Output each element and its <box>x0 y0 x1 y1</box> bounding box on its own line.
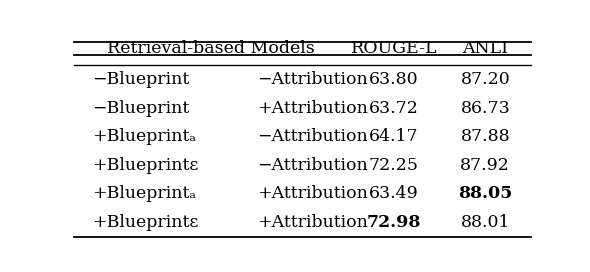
Text: 87.88: 87.88 <box>460 128 510 145</box>
Text: ROUGE-L: ROUGE-L <box>350 40 437 57</box>
Text: +Attribution: +Attribution <box>257 214 368 231</box>
Text: −Attribution: −Attribution <box>257 157 368 174</box>
Text: +Attribution: +Attribution <box>257 100 368 116</box>
Text: 88.05: 88.05 <box>458 186 513 202</box>
Text: 63.49: 63.49 <box>369 186 419 202</box>
Text: 87.92: 87.92 <box>460 157 510 174</box>
Text: ANLI: ANLI <box>462 40 509 57</box>
Text: 64.17: 64.17 <box>369 128 419 145</box>
Text: −Attribution: −Attribution <box>257 71 368 88</box>
Text: +Blueprintε: +Blueprintε <box>92 157 198 174</box>
Text: 87.20: 87.20 <box>460 71 510 88</box>
Text: 88.01: 88.01 <box>461 214 510 231</box>
Text: −Blueprint: −Blueprint <box>92 71 189 88</box>
Text: 72.98: 72.98 <box>366 214 421 231</box>
Text: +Attribution: +Attribution <box>257 186 368 202</box>
Text: 86.73: 86.73 <box>460 100 510 116</box>
Text: +Blueprintₐ: +Blueprintₐ <box>92 186 196 202</box>
Text: Retrieval-based Models: Retrieval-based Models <box>107 40 315 57</box>
Text: +Blueprintₐ: +Blueprintₐ <box>92 128 196 145</box>
Text: −Attribution: −Attribution <box>257 128 368 145</box>
Text: +Blueprintε: +Blueprintε <box>92 214 198 231</box>
Text: 63.80: 63.80 <box>369 71 419 88</box>
Text: 72.25: 72.25 <box>369 157 419 174</box>
Text: −Blueprint: −Blueprint <box>92 100 189 116</box>
Text: 63.72: 63.72 <box>369 100 419 116</box>
